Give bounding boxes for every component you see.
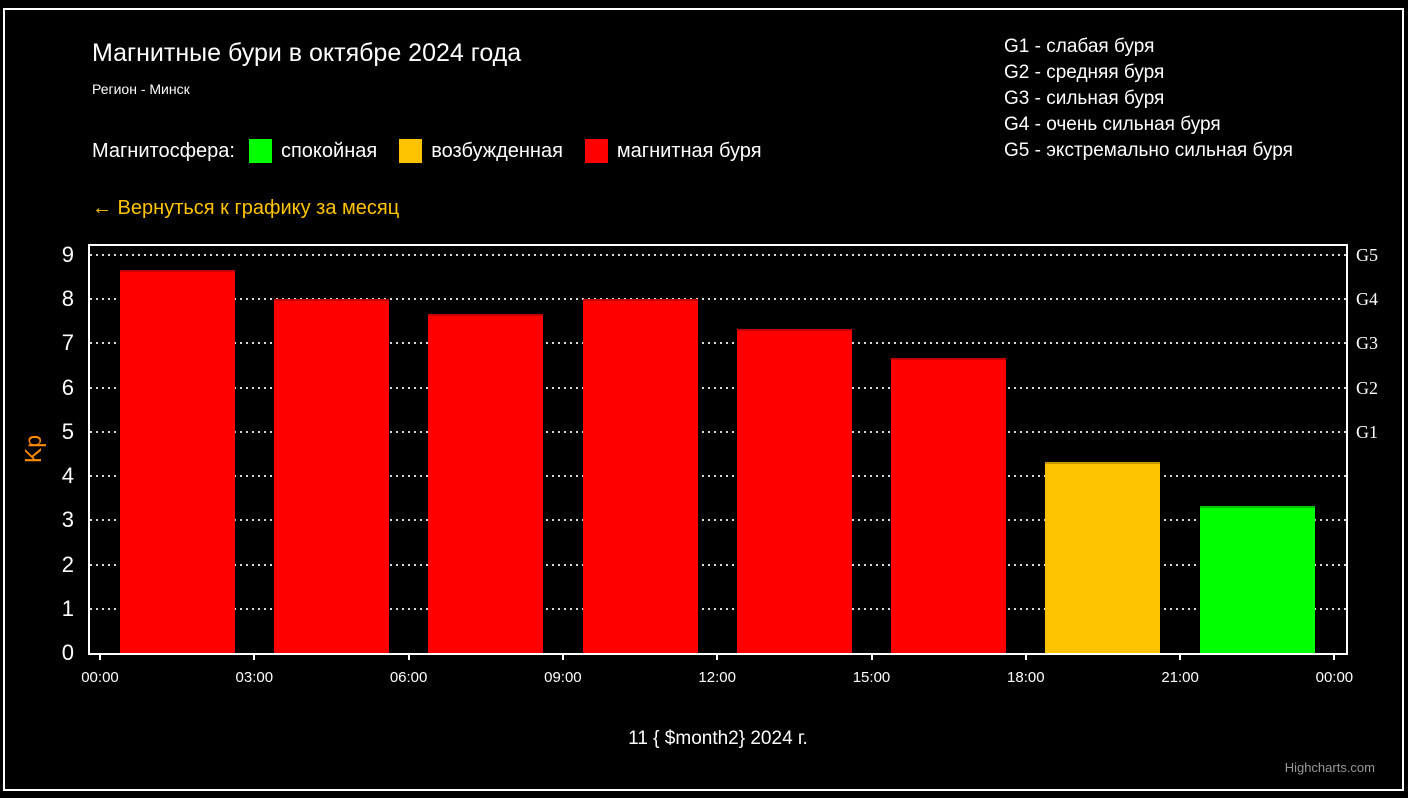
legend-item-excited: возбужденная: [399, 139, 563, 163]
highcharts-credit[interactable]: Highcharts.com: [1284, 760, 1375, 775]
x-axis-tick: [253, 653, 256, 660]
y-axis-label: 5: [61, 418, 74, 444]
x-axis-label: 21:00: [1161, 669, 1199, 686]
x-axis-label: 00:00: [81, 669, 119, 686]
legend-item-storm: магнитная буря: [584, 139, 762, 163]
x-axis-tick: [1179, 653, 1182, 660]
y-axis-label: 0: [61, 640, 74, 665]
chart-subtitle: Регион - Минск: [92, 81, 190, 97]
plot-area: [88, 244, 1348, 655]
right-axis-label-g3: G3: [1356, 333, 1378, 354]
kp-bar[interactable]: [736, 328, 852, 653]
legend-item-label: магнитная буря: [616, 139, 762, 162]
y-axis-label: 7: [61, 330, 74, 356]
y-axis-label: 9: [61, 242, 74, 268]
storm-scale-g2: G2 - средняя буря: [1004, 62, 1165, 83]
y-axis-label: 2: [61, 551, 74, 577]
gridline: [90, 607, 1346, 610]
y-axis-label: 1: [61, 595, 74, 621]
y-axis-label: 3: [61, 507, 74, 533]
storm-color-swatch: [584, 139, 608, 163]
kp-bar[interactable]: [891, 358, 1007, 653]
chart-title: Магнитные бури в октябре 2024 года: [92, 39, 522, 67]
x-axis-label: 18:00: [1007, 669, 1045, 686]
legend-item-label: возбужденная: [431, 139, 563, 162]
x-axis-tick: [870, 653, 873, 660]
gridline: [90, 342, 1346, 345]
storm-scale-g5: G5 - экстремально сильная буря: [1004, 140, 1293, 161]
gridline: [90, 430, 1346, 433]
x-axis-label: 00:00: [1315, 669, 1354, 686]
excited-color-swatch: [399, 139, 423, 163]
x-axis-tick: [1024, 653, 1027, 660]
x-axis-label: 15:00: [852, 669, 891, 686]
y-axis-label: 8: [61, 286, 74, 312]
kp-bar[interactable]: [1045, 461, 1161, 653]
legend-item-quiet: спокойная: [248, 139, 378, 163]
kp-bar[interactable]: [1199, 505, 1315, 653]
gridline: [90, 386, 1346, 389]
legend-item-label: спокойная: [280, 139, 378, 162]
x-axis-label: 03:00: [235, 669, 274, 686]
kp-bar[interactable]: [273, 299, 389, 653]
x-axis-tick: [1333, 653, 1336, 660]
magnetosphere-legend: Магнитосфера: спокойная возбужденная маг…: [92, 138, 784, 164]
y-axis-label: 6: [61, 374, 74, 400]
back-to-month-link[interactable]: ← Вернуться к графику за месяц: [92, 197, 400, 219]
storm-scale-g1: G1 - слабая буря: [1004, 36, 1155, 57]
gridline: [90, 298, 1346, 301]
x-axis-tick: [716, 653, 719, 660]
gridline: [90, 563, 1346, 566]
right-axis-label-g4: G4: [1356, 289, 1378, 310]
x-axis-label: 06:00: [389, 669, 428, 686]
right-axis-label-g2: G2: [1356, 377, 1378, 398]
kp-bar[interactable]: [582, 299, 698, 653]
x-axis-label: 09:00: [544, 669, 582, 686]
x-axis-title: 11 { $month2} 2024 г.: [628, 728, 808, 749]
right-axis-label-g5: G5: [1356, 245, 1378, 266]
y-axis-label: 4: [61, 463, 74, 489]
gridline: [90, 475, 1346, 478]
x-axis-tick: [99, 653, 101, 660]
x-axis-tick: [561, 653, 564, 660]
x-axis-label: 12:00: [698, 669, 736, 686]
gridline: [90, 519, 1346, 522]
storm-scale-g3: G3 - сильная буря: [1004, 88, 1165, 109]
chart-border-frame: [3, 8, 1404, 791]
kp-bar[interactable]: [119, 269, 235, 653]
gridline: [90, 254, 1346, 257]
x-axis-tick: [407, 653, 410, 660]
right-axis-label-g1: G1: [1356, 421, 1378, 442]
storm-scale-legend: G1 - слабая буря G2 - средняя буря G3 - …: [1004, 34, 1293, 164]
kp-bar[interactable]: [428, 313, 544, 653]
legend-title: Магнитосфера:: [92, 139, 235, 162]
quiet-color-swatch: [248, 139, 272, 163]
storm-scale-g4: G4 - очень сильная буря: [1004, 114, 1221, 135]
y-axis-title: Kp: [19, 434, 46, 464]
